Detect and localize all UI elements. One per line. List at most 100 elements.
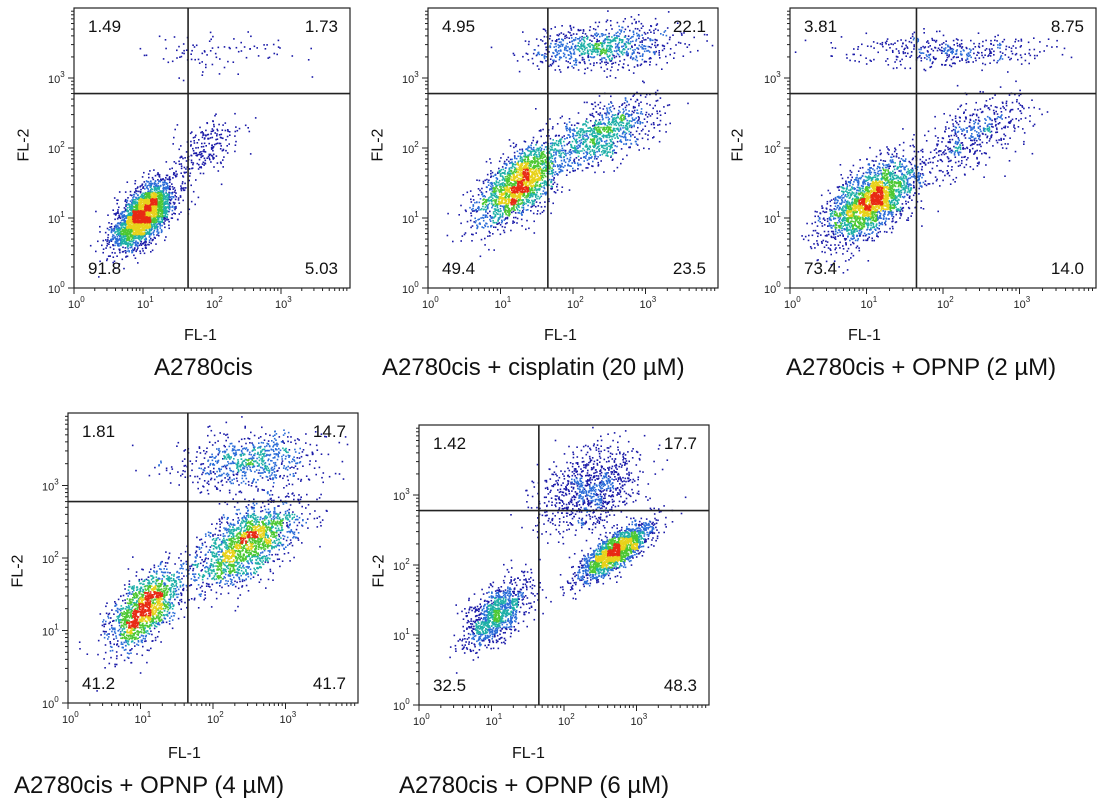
event-point <box>111 238 113 241</box>
event-point <box>193 46 196 48</box>
event-point <box>573 129 575 132</box>
event-point <box>569 32 571 34</box>
event-point <box>152 206 155 209</box>
event-point <box>631 52 634 55</box>
event-point <box>145 210 148 213</box>
event-point <box>123 239 125 241</box>
event-point <box>142 192 144 195</box>
event-point <box>512 220 514 222</box>
event-point <box>677 41 680 44</box>
event-point <box>153 169 155 171</box>
event-point <box>622 127 624 129</box>
event-point <box>555 45 557 48</box>
event-point <box>611 120 614 123</box>
event-point <box>201 131 203 133</box>
event-point <box>129 234 132 236</box>
event-point <box>130 207 133 209</box>
event-point <box>154 213 157 216</box>
event-point <box>543 56 546 58</box>
event-point <box>152 216 154 218</box>
event-point <box>508 167 511 169</box>
event-point <box>151 182 154 185</box>
event-point <box>291 55 294 57</box>
event-point <box>503 231 506 234</box>
event-point <box>544 193 547 196</box>
event-point <box>168 210 170 213</box>
event-point <box>606 124 608 127</box>
event-point <box>112 234 114 236</box>
event-point <box>540 195 543 198</box>
event-point <box>219 58 221 60</box>
event-point <box>134 221 136 224</box>
event-point <box>182 176 185 178</box>
event-point <box>131 251 134 253</box>
event-point <box>486 205 489 208</box>
event-point <box>163 189 165 191</box>
event-point <box>131 229 133 232</box>
event-point <box>667 11 670 13</box>
event-point <box>586 145 589 148</box>
event-point <box>654 104 656 107</box>
event-point <box>159 215 161 218</box>
event-point <box>168 196 170 199</box>
event-point <box>205 145 207 147</box>
event-point <box>637 112 639 115</box>
event-point <box>479 223 481 225</box>
event-point <box>604 41 606 44</box>
event-point <box>190 184 192 187</box>
event-point <box>496 178 499 180</box>
event-point <box>617 42 620 45</box>
event-point <box>560 142 562 145</box>
event-point <box>506 217 509 220</box>
event-point <box>136 225 138 227</box>
event-point <box>578 140 581 142</box>
event-point <box>630 55 632 58</box>
event-point <box>481 226 483 228</box>
event-point <box>158 197 161 199</box>
event-point <box>489 210 491 213</box>
event-point <box>625 127 627 130</box>
event-point <box>115 242 118 244</box>
event-point <box>559 117 562 119</box>
event-point <box>620 135 622 138</box>
event-point <box>128 233 130 235</box>
event-point <box>555 140 558 142</box>
event-point <box>147 233 150 235</box>
event-point <box>531 142 533 144</box>
event-point <box>502 213 504 215</box>
event-point <box>516 222 518 224</box>
event-point <box>182 79 185 82</box>
event-point <box>171 191 174 194</box>
event-point <box>643 45 645 47</box>
event-point <box>126 209 128 211</box>
event-point <box>236 129 239 132</box>
event-point <box>564 37 566 40</box>
event-point <box>520 218 523 221</box>
event-point <box>137 247 139 249</box>
event-point <box>487 204 489 206</box>
event-point <box>569 135 572 138</box>
event-point <box>585 130 588 132</box>
event-point <box>476 227 478 230</box>
event-point <box>513 151 516 154</box>
event-point <box>128 223 130 226</box>
event-point <box>141 206 144 209</box>
event-point <box>167 193 169 196</box>
event-point <box>150 225 153 227</box>
event-point <box>495 221 498 224</box>
event-point <box>118 239 121 241</box>
event-point <box>165 236 167 238</box>
event-point <box>618 134 621 137</box>
event-point <box>126 200 128 202</box>
event-point <box>535 54 538 57</box>
event-point <box>610 95 612 98</box>
event-point <box>572 167 574 170</box>
event-point <box>575 138 578 141</box>
event-point <box>192 136 195 139</box>
event-point <box>655 24 658 26</box>
event-point <box>601 146 603 148</box>
event-point <box>153 214 156 217</box>
event-point <box>584 36 586 39</box>
event-point <box>603 39 606 41</box>
event-point <box>606 68 609 70</box>
